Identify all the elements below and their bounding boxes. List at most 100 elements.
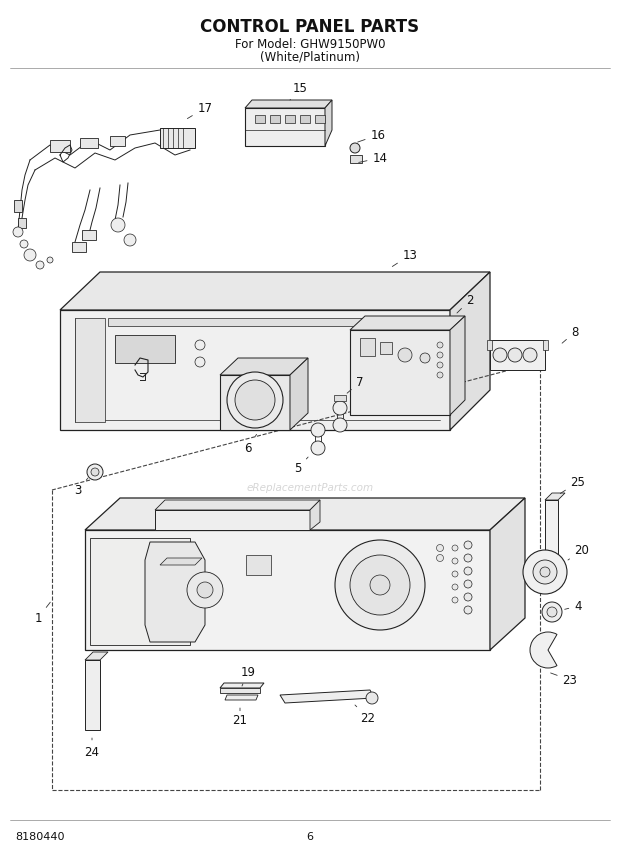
Circle shape — [533, 560, 557, 584]
Polygon shape — [85, 652, 108, 660]
Circle shape — [542, 602, 562, 622]
Polygon shape — [220, 683, 264, 688]
Text: 6: 6 — [244, 434, 257, 455]
Circle shape — [311, 423, 325, 437]
Circle shape — [111, 218, 125, 232]
Circle shape — [437, 362, 443, 368]
Text: 15: 15 — [290, 81, 308, 100]
Circle shape — [464, 541, 472, 549]
Bar — [50, 140, 70, 152]
Polygon shape — [450, 272, 490, 430]
Text: 2: 2 — [457, 294, 474, 313]
Bar — [270, 115, 280, 123]
Circle shape — [464, 593, 472, 601]
Polygon shape — [545, 493, 565, 500]
Text: (White/Platinum): (White/Platinum) — [260, 50, 360, 63]
Polygon shape — [310, 500, 320, 530]
Polygon shape — [350, 330, 450, 415]
Circle shape — [350, 143, 360, 153]
Polygon shape — [245, 100, 332, 108]
Circle shape — [195, 340, 205, 350]
Circle shape — [452, 545, 458, 551]
Text: 3: 3 — [74, 478, 88, 496]
Text: 23: 23 — [551, 673, 577, 687]
Polygon shape — [290, 358, 308, 430]
Polygon shape — [490, 340, 545, 370]
Circle shape — [452, 597, 458, 603]
Polygon shape — [225, 695, 258, 700]
Circle shape — [311, 441, 325, 455]
Text: 17: 17 — [187, 102, 213, 119]
Text: 4: 4 — [565, 599, 582, 613]
Polygon shape — [75, 318, 105, 422]
Text: For Model: GHW9150PW0: For Model: GHW9150PW0 — [235, 38, 385, 51]
Text: 25: 25 — [560, 475, 585, 494]
Circle shape — [47, 257, 53, 263]
Bar — [285, 115, 295, 123]
Polygon shape — [155, 500, 320, 510]
Polygon shape — [145, 542, 205, 642]
Text: 8180440: 8180440 — [15, 832, 64, 842]
Polygon shape — [450, 316, 465, 415]
Polygon shape — [85, 660, 100, 730]
Circle shape — [124, 234, 136, 246]
Bar — [160, 128, 195, 148]
Circle shape — [13, 227, 23, 237]
Polygon shape — [90, 538, 190, 645]
Circle shape — [437, 372, 443, 378]
Bar — [246, 555, 271, 575]
Circle shape — [227, 372, 283, 428]
Bar — [220, 688, 260, 693]
Text: CONTROL PANEL PARTS: CONTROL PANEL PARTS — [200, 18, 420, 36]
Circle shape — [452, 558, 458, 564]
Bar — [14, 200, 22, 212]
Bar — [360, 338, 375, 356]
Circle shape — [452, 584, 458, 590]
Text: 6: 6 — [306, 832, 314, 842]
Circle shape — [437, 352, 443, 358]
Bar — [245, 108, 325, 146]
Circle shape — [523, 550, 567, 594]
Bar — [380, 342, 392, 354]
Circle shape — [464, 554, 472, 562]
Bar — [300, 115, 310, 123]
Polygon shape — [155, 510, 310, 530]
Circle shape — [370, 575, 390, 595]
Circle shape — [547, 607, 557, 617]
Polygon shape — [490, 498, 525, 650]
Bar — [18, 218, 26, 228]
Circle shape — [20, 240, 28, 248]
Wedge shape — [530, 632, 557, 668]
Circle shape — [508, 348, 522, 362]
Polygon shape — [350, 316, 465, 330]
Circle shape — [420, 353, 430, 363]
Circle shape — [91, 468, 99, 476]
Bar — [72, 242, 86, 252]
Bar — [108, 318, 438, 326]
Text: 19: 19 — [241, 665, 255, 686]
Circle shape — [436, 544, 443, 551]
Circle shape — [523, 348, 537, 362]
Circle shape — [187, 572, 223, 608]
Circle shape — [540, 567, 550, 577]
Text: 21: 21 — [232, 708, 247, 727]
Circle shape — [464, 580, 472, 588]
Circle shape — [464, 567, 472, 575]
Bar — [80, 138, 98, 148]
Circle shape — [493, 348, 507, 362]
Text: 5: 5 — [294, 457, 308, 474]
Circle shape — [333, 401, 347, 415]
Bar — [334, 395, 346, 401]
Text: 22: 22 — [355, 705, 376, 724]
Circle shape — [235, 380, 275, 420]
Circle shape — [333, 418, 347, 432]
Text: 24: 24 — [84, 738, 99, 758]
Bar — [543, 340, 548, 350]
Polygon shape — [280, 690, 374, 703]
Circle shape — [452, 571, 458, 577]
Circle shape — [36, 261, 44, 269]
Text: 8: 8 — [562, 325, 578, 343]
Polygon shape — [60, 310, 450, 430]
Circle shape — [464, 606, 472, 614]
Circle shape — [436, 555, 443, 562]
